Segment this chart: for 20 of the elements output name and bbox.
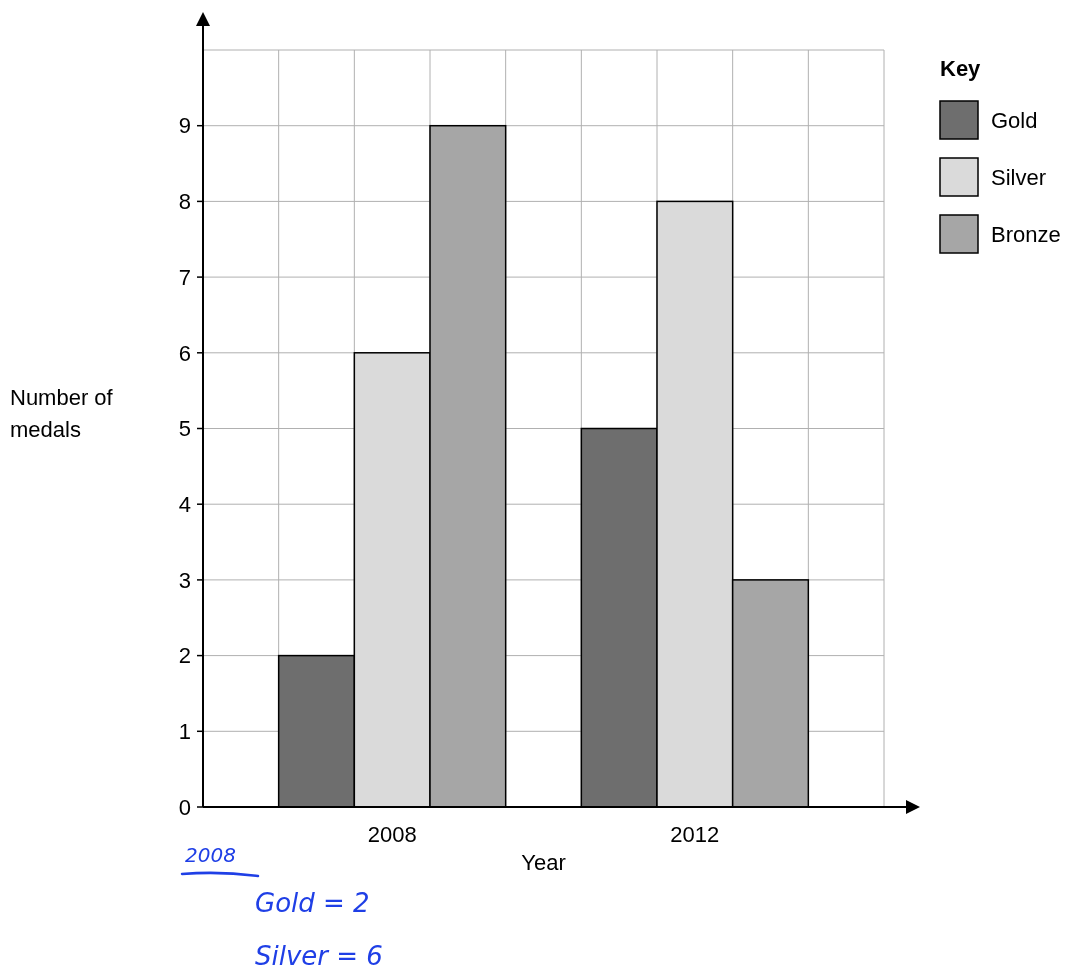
text: Gold = 2: [255, 888, 370, 918]
y-tick-label: 3: [178, 567, 191, 593]
y-tick-label: 1: [178, 719, 191, 744]
legend-title: Key: [940, 56, 982, 81]
y-tick-label: 8: [178, 189, 191, 215]
y-tick-label: 7: [178, 264, 191, 290]
legend-label: Gold: [991, 107, 1038, 133]
legend-label: Silver: [991, 164, 1047, 190]
y-tick-label: 5: [178, 416, 191, 442]
y-tick-label: 6: [178, 340, 191, 366]
y-tick-label: 4: [178, 491, 191, 517]
legend-label: Bronze: [991, 221, 1061, 247]
y-tick-label: 2: [178, 643, 191, 669]
x-tick-label: 2012: [670, 822, 720, 847]
y-axis-title: Number of medals: [10, 385, 114, 442]
y-tick-label: 9: [178, 113, 191, 139]
x-axis-title: Year: [521, 850, 566, 875]
y-tick-label: 0: [178, 794, 191, 820]
text: 2008: [185, 843, 236, 867]
text: Silver = 6: [255, 941, 383, 967]
